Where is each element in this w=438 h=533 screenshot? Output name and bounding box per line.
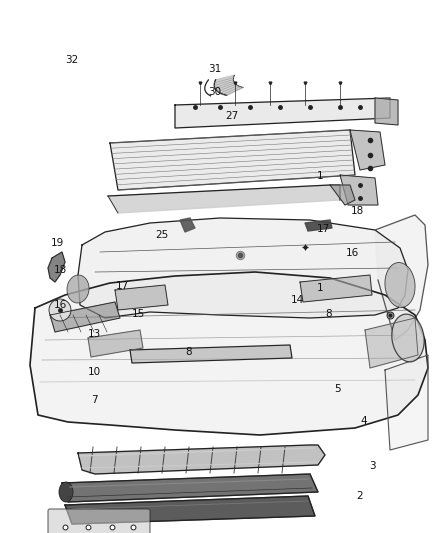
Polygon shape	[365, 318, 418, 368]
Text: 18: 18	[54, 265, 67, 275]
Polygon shape	[180, 218, 195, 232]
Polygon shape	[115, 285, 168, 310]
Text: 17: 17	[317, 224, 330, 234]
Text: 7: 7	[91, 395, 98, 405]
Text: 31: 31	[208, 64, 221, 74]
Text: 32: 32	[66, 55, 79, 64]
Polygon shape	[375, 215, 428, 340]
Polygon shape	[110, 130, 355, 190]
Polygon shape	[214, 75, 243, 95]
Polygon shape	[375, 98, 398, 125]
Text: 2: 2	[356, 491, 363, 500]
Text: 1: 1	[316, 283, 323, 293]
Polygon shape	[30, 272, 428, 435]
Polygon shape	[330, 185, 355, 205]
Text: 17: 17	[116, 281, 129, 290]
Polygon shape	[48, 252, 65, 282]
Polygon shape	[300, 275, 372, 302]
Ellipse shape	[385, 263, 415, 308]
Ellipse shape	[392, 314, 424, 362]
Text: 30: 30	[208, 87, 221, 96]
Polygon shape	[88, 330, 143, 357]
Polygon shape	[130, 345, 292, 363]
Text: 15: 15	[131, 310, 145, 319]
Polygon shape	[340, 175, 378, 205]
Text: 3: 3	[369, 462, 376, 471]
FancyBboxPatch shape	[48, 509, 150, 533]
Text: 16: 16	[346, 248, 359, 258]
Ellipse shape	[67, 275, 89, 303]
Polygon shape	[62, 474, 318, 502]
Text: 25: 25	[155, 230, 169, 239]
Polygon shape	[385, 355, 428, 450]
Text: 5: 5	[334, 384, 341, 394]
Text: 4: 4	[360, 416, 367, 426]
Polygon shape	[65, 496, 315, 524]
Text: 19: 19	[50, 238, 64, 247]
Polygon shape	[78, 218, 408, 318]
Circle shape	[49, 299, 71, 321]
Text: 1: 1	[316, 171, 323, 181]
Polygon shape	[350, 130, 385, 170]
Text: 27: 27	[226, 111, 239, 120]
Polygon shape	[108, 185, 340, 213]
Text: 16: 16	[54, 301, 67, 310]
Text: 13: 13	[88, 329, 101, 339]
Polygon shape	[305, 220, 332, 231]
Text: 8: 8	[325, 310, 332, 319]
Text: 8: 8	[185, 347, 192, 357]
Text: 18: 18	[351, 206, 364, 215]
Text: 10: 10	[88, 367, 101, 376]
Ellipse shape	[59, 482, 73, 502]
Polygon shape	[50, 302, 120, 332]
Polygon shape	[175, 98, 390, 128]
Polygon shape	[78, 445, 325, 474]
Text: 14: 14	[291, 295, 304, 305]
